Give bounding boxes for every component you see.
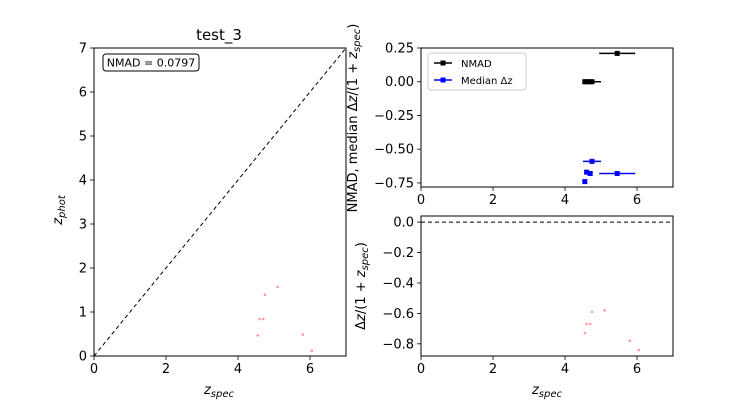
data-point (261, 317, 265, 321)
y-tick-label: −0.8 (382, 337, 414, 352)
main-title: test_3 (196, 26, 242, 45)
errorbar-marker (614, 171, 620, 177)
y-axis-label: Δz/(1 + zspec) (354, 242, 371, 330)
x-tick-label: 6 (633, 193, 641, 208)
y-tick-label: 0.25 (385, 42, 414, 57)
y-tick-label: −0.50 (374, 143, 414, 158)
y-tick-label: −0.75 (374, 176, 414, 191)
x-tick-label: 6 (306, 362, 314, 377)
legend-marker (440, 77, 446, 83)
y-tick-label: 3 (79, 218, 87, 233)
data-point (310, 349, 314, 353)
axes-frame (420, 215, 674, 357)
data-point (263, 293, 267, 297)
errorbar-marker (614, 50, 620, 56)
legend-label: Median Δz (461, 76, 513, 87)
x-tick-label: 4 (561, 193, 569, 208)
y-tick-label: 0.00 (385, 75, 414, 90)
errorbar-marker (587, 171, 593, 177)
data-point (585, 322, 588, 326)
series-nmad (582, 50, 636, 85)
errorbar-marker (584, 169, 590, 175)
data-point (603, 309, 606, 312)
y-tick-label: −0.6 (382, 307, 414, 322)
series-median (582, 158, 636, 185)
x-tick-label: 0 (90, 362, 98, 377)
x-tick-label: 0 (417, 193, 425, 208)
data-point (301, 333, 305, 336)
x-tick-label: 4 (561, 362, 569, 377)
data-point (583, 331, 587, 335)
x-tick-label: 2 (162, 362, 170, 377)
y-tick-label: 1 (79, 306, 87, 321)
data-point (276, 285, 279, 289)
errorbar-marker (589, 79, 595, 85)
x-tick-label: 0 (417, 362, 425, 377)
y-tick-label: 0 (79, 350, 87, 365)
nmad-annotation-box (102, 53, 200, 72)
y-tick-label: 0.0 (393, 216, 414, 231)
x-tick-label: 2 (489, 362, 497, 377)
axes-frame (420, 47, 674, 188)
y-tick-label: 6 (79, 86, 87, 101)
x-axis-label: zspec (531, 383, 563, 400)
y-tick-label: 4 (79, 174, 87, 189)
y-tick-label: −0.4 (382, 276, 414, 291)
x-tick-label: 2 (489, 193, 497, 208)
y-tick-label: −0.25 (374, 109, 414, 124)
errorbar-marker (582, 179, 588, 185)
y-axis-label: zphot (51, 194, 68, 226)
legend-label: NMAD (461, 59, 492, 70)
data-point (628, 339, 632, 343)
y-tick-label: 2 (79, 262, 87, 277)
one-to-one-line (93, 47, 347, 357)
data-point (590, 310, 594, 314)
errorbar-marker (589, 158, 595, 164)
y-tick-label: 5 (79, 130, 87, 145)
main-panel: test_3 0 2 4 6 0 1 2 3 4 5 6 7 NMAD = 0.0797 zspec zph… (51, 26, 347, 400)
y-tick-label: −0.2 (382, 246, 414, 261)
data-point (256, 334, 260, 337)
y-tick-label: 7 (79, 42, 87, 57)
x-tick-label: 4 (234, 362, 242, 377)
legend-box (427, 52, 527, 91)
x-tick-label: 6 (633, 362, 641, 377)
data-point (258, 317, 261, 321)
bottom-right-panel: 0 2 4 6 0.0 −0.2 −0.4 −0.6 −0.8 zspec Δz/(1 + zspe… (354, 215, 674, 400)
x-axis-label: zspec (203, 383, 235, 400)
axes-frame (93, 47, 347, 357)
y-axis-label: NMAD, median Δz/(1 + zspec) (346, 24, 363, 213)
nmad-annotation: NMAD = 0.0797 (107, 57, 195, 70)
data-point (588, 322, 592, 326)
top-right-panel: 0 2 4 6 0.25 0.00 −0.25 −0.50 −0.75 NMAD Median Δz… (346, 24, 674, 213)
data-point (637, 348, 641, 352)
legend-marker (440, 60, 446, 66)
